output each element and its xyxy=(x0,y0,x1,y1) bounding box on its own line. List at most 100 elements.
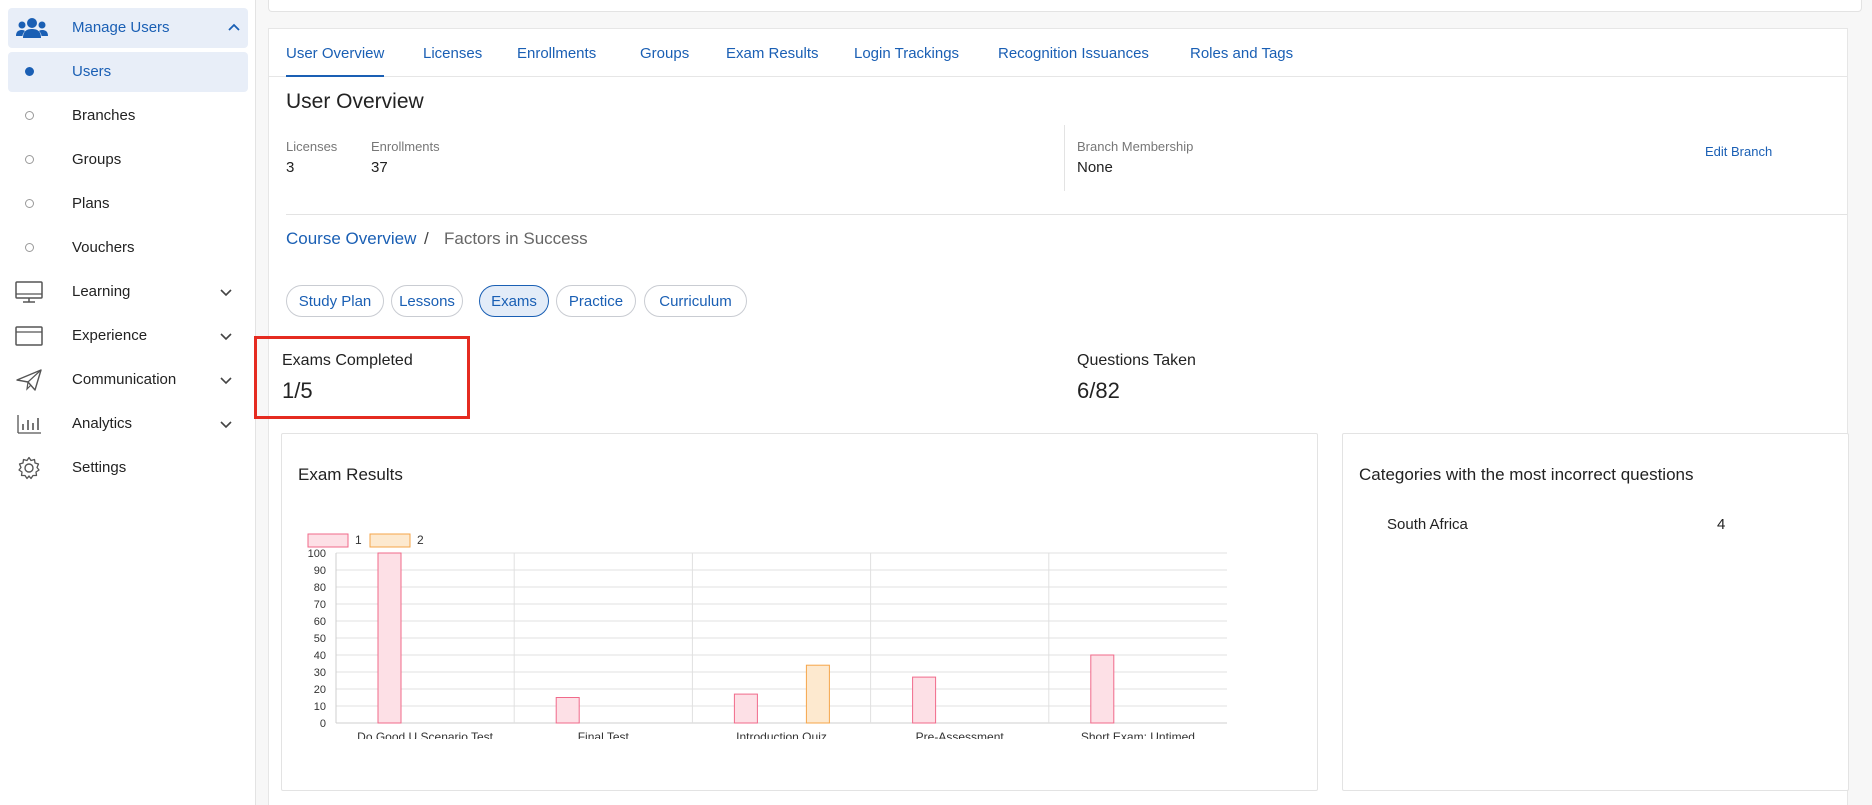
sidebar-item-label: Communication xyxy=(72,371,177,388)
breadcrumb-current: Factors in Success xyxy=(444,229,588,248)
exam-results-chart: 0 10 20 30 40 50 60 70 80 90 100 Do Good U Scenario… xyxy=(307,533,1227,739)
pill-practice[interactable]: Practice xyxy=(556,285,636,317)
bar-series-1 xyxy=(1090,654,1115,724)
page-title: User Overview xyxy=(286,90,424,113)
browser-window-icon xyxy=(15,326,43,346)
y-tick-label: 50 xyxy=(314,633,326,645)
sidebar-item-label: Users xyxy=(72,63,112,80)
y-tick-label: 100 xyxy=(308,548,326,560)
tab-bar: User Overview Licenses Enrollments Group… xyxy=(269,29,1847,77)
x-tick-label: Pre-Assessment xyxy=(916,730,1005,739)
licenses-value: 3 xyxy=(286,159,295,176)
bullet-icon xyxy=(25,199,34,208)
exams-completed-label: Exams Completed xyxy=(282,352,413,369)
bar-series-1 xyxy=(733,693,758,724)
pill-curriculum[interactable]: Curriculum xyxy=(644,285,747,317)
tab-licenses[interactable]: Licenses xyxy=(423,45,483,62)
divider xyxy=(286,214,1847,215)
top-bar xyxy=(268,0,1862,12)
highlight-box xyxy=(254,336,470,419)
tab-groups[interactable]: Groups xyxy=(640,45,690,62)
legend-swatch xyxy=(369,533,411,548)
y-tick-label: 40 xyxy=(314,650,326,662)
category-name: South Africa xyxy=(1387,516,1468,533)
sidebar-item-label: Learning xyxy=(72,283,131,300)
sidebar-item-experience[interactable]: Experience xyxy=(8,316,248,356)
pill-study-plan[interactable]: Study Plan xyxy=(286,285,384,317)
bar-series-1 xyxy=(377,552,402,724)
edit-branch-link[interactable]: Edit Branch xyxy=(1705,144,1773,159)
questions-taken-label: Questions Taken xyxy=(1077,352,1196,369)
divider xyxy=(1064,125,1065,191)
y-tick-label: 70 xyxy=(314,599,326,611)
tab-exam-results[interactable]: Exam Results xyxy=(726,45,819,62)
gear-icon xyxy=(18,456,40,480)
chevron-down-icon xyxy=(220,333,232,341)
exams-completed-value: 1/5 xyxy=(282,378,313,403)
nav-group-label: Manage Users xyxy=(72,19,170,36)
sidebar-item-branches[interactable]: Branches xyxy=(8,96,248,136)
y-tick-label: 30 xyxy=(314,667,326,679)
sidebar-item-groups[interactable]: Groups xyxy=(8,140,248,180)
sidebar-item-communication[interactable]: Communication xyxy=(8,360,248,400)
y-tick-label: 10 xyxy=(314,701,326,713)
exam-results-panel: Exam Results 0 10 20 30 40 50 60 70 80 90 100 Do Go… xyxy=(281,433,1318,791)
tab-recognition-issuances[interactable]: Recognition Issuances xyxy=(998,45,1149,62)
enrollments-value: 37 xyxy=(371,159,388,176)
questions-taken-value: 6/82 xyxy=(1077,378,1120,403)
licenses-label: Licenses xyxy=(286,139,338,154)
sidebar-item-label: Vouchers xyxy=(72,239,135,256)
users-icon xyxy=(16,18,48,38)
tab-roles-and-tags[interactable]: Roles and Tags xyxy=(1190,45,1294,62)
bar-chart-icon xyxy=(17,415,41,434)
bar-series-2 xyxy=(805,664,830,724)
legend-swatch xyxy=(307,533,349,548)
y-tick-label: 20 xyxy=(314,684,326,696)
panel-title: Exam Results xyxy=(298,465,403,484)
x-tick-label: Final Test xyxy=(578,730,630,739)
branch-membership-value: None xyxy=(1077,159,1113,176)
nav-group-manage-users[interactable]: Manage Users xyxy=(8,8,248,48)
category-count: 4 xyxy=(1717,516,1726,533)
sidebar-item-label: Plans xyxy=(72,195,110,212)
sidebar-item-settings[interactable]: Settings xyxy=(8,448,248,488)
x-tick-label: Do Good U Scenario Test xyxy=(357,730,494,739)
tab-enrollments[interactable]: Enrollments xyxy=(517,45,597,62)
bullet-icon xyxy=(25,155,34,164)
sidebar-item-label: Branches xyxy=(72,107,136,124)
pill-lessons[interactable]: Lessons xyxy=(391,285,463,317)
y-tick-label: 80 xyxy=(314,582,326,594)
sidebar-item-vouchers[interactable]: Vouchers xyxy=(8,228,248,268)
sidebar-item-plans[interactable]: Plans xyxy=(8,184,248,224)
sidebar: Manage Users Users Branches Groups Plans… xyxy=(0,0,256,805)
x-tick-label: Introduction Quiz xyxy=(736,730,827,739)
enrollments-label: Enrollments xyxy=(371,139,440,154)
tab-user-overview[interactable]: User Overview xyxy=(286,45,385,77)
sidebar-item-users[interactable]: Users xyxy=(8,52,248,92)
panel-title: Categories with the most incorrect quest… xyxy=(1359,465,1694,484)
sidebar-item-analytics[interactable]: Analytics xyxy=(8,404,248,444)
sidebar-item-learning[interactable]: Learning xyxy=(8,272,248,312)
sidebar-item-label: Experience xyxy=(72,327,148,344)
breadcrumb-separator: / xyxy=(424,229,429,248)
legend-label: 2 xyxy=(417,533,424,547)
sidebar-item-label: Groups xyxy=(72,151,122,168)
bullet-icon xyxy=(25,243,34,252)
sidebar-item-label: Analytics xyxy=(72,415,133,432)
categories-panel: Categories with the most incorrect quest… xyxy=(1342,433,1849,791)
main-content: User Overview Licenses Enrollments Group… xyxy=(268,28,1849,805)
y-tick-label: 90 xyxy=(314,565,326,577)
chevron-down-icon xyxy=(220,377,232,385)
bar-series-1 xyxy=(555,697,580,724)
y-tick-label: 0 xyxy=(320,718,326,730)
breadcrumb-course-overview[interactable]: Course Overview xyxy=(286,229,417,248)
branch-membership-label: Branch Membership xyxy=(1077,139,1194,154)
pill-exams[interactable]: Exams xyxy=(479,285,549,317)
legend-label: 1 xyxy=(355,533,362,547)
bullet-icon xyxy=(25,111,34,120)
tab-login-trackings[interactable]: Login Trackings xyxy=(854,45,960,62)
monitor-icon xyxy=(15,281,43,303)
x-tick-label: Short Exam: Untimed xyxy=(1081,730,1195,739)
bar-series-1 xyxy=(912,676,937,724)
chevron-down-icon xyxy=(220,289,232,297)
